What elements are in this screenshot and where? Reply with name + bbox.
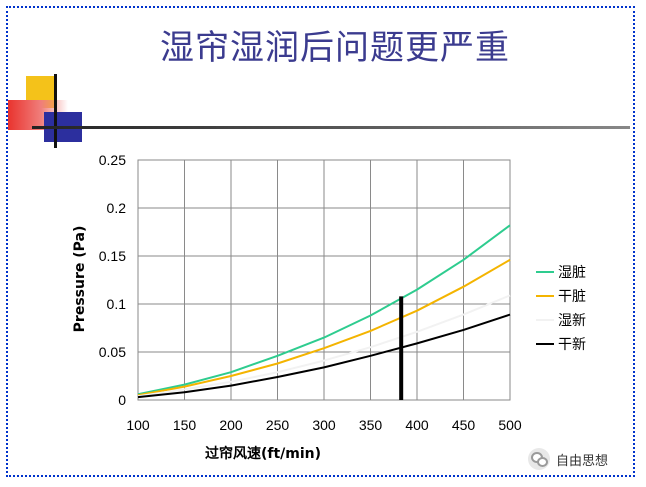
y-tick-label: 0.05	[99, 344, 126, 360]
slide-title: 湿帘湿润后问题更严重	[160, 28, 510, 68]
x-tick-label: 350	[359, 417, 383, 433]
wechat-icon	[528, 448, 550, 470]
chart-ticks: 100 150 200 250 300 350 400 450 500 0 0.05 0.1 0.15 0…	[99, 152, 522, 433]
y-tick-label: 0.25	[99, 152, 126, 168]
watermark-text: 自由思想	[556, 453, 609, 469]
series-line	[137, 258, 511, 397]
x-tick-label: 500	[498, 417, 522, 433]
y-tick-label: 0.15	[99, 248, 126, 264]
series-line	[137, 313, 511, 399]
x-tick-label: 450	[452, 417, 476, 433]
series-line	[137, 294, 511, 398]
y-tick-label: 0.1	[107, 296, 127, 312]
y-axis-label: Pressure (Pa)	[72, 226, 88, 333]
x-tick-label: 200	[219, 417, 243, 433]
decor-horizontal-line	[32, 126, 630, 129]
x-tick-label: 400	[405, 417, 429, 433]
x-axis-label: 过帘风速(ft/min)	[205, 445, 321, 462]
chart-series	[137, 224, 511, 399]
y-tick-label: 0.2	[107, 200, 127, 216]
y-tick-label: 0	[118, 392, 126, 408]
legend-label: 干脏	[558, 289, 586, 305]
x-tick-label: 100	[126, 417, 150, 433]
x-tick-label: 250	[266, 417, 290, 433]
chart-grid	[137, 159, 511, 401]
legend-label: 干新	[558, 337, 586, 353]
watermark: 自由思想	[528, 448, 608, 470]
legend-label: 湿新	[558, 313, 586, 329]
x-tick-label: 300	[312, 417, 336, 433]
series-line	[137, 224, 511, 396]
decor-vertical-line	[54, 74, 57, 148]
x-tick-label: 150	[173, 417, 197, 433]
legend-label: 湿脏	[558, 265, 586, 281]
